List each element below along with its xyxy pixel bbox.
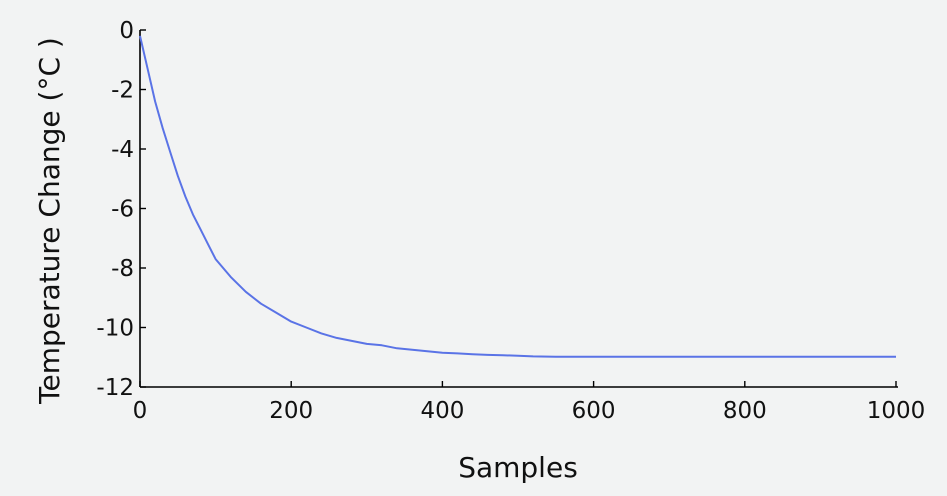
y-tick-label: -10 xyxy=(96,316,134,342)
x-axis-title: Samples xyxy=(458,451,578,484)
y-tick-label: 0 xyxy=(119,18,134,44)
y-tick-label: -4 xyxy=(111,137,134,163)
x-tick-label: 200 xyxy=(269,398,313,424)
y-tick-label: -2 xyxy=(111,78,134,104)
x-tick-label: 800 xyxy=(723,398,767,424)
x-axis-ticks: 0 200 400 600 800 1000 xyxy=(133,381,926,424)
x-tick-label: 0 xyxy=(133,398,148,424)
series-line-0 xyxy=(139,35,896,358)
y-tick-label: -8 xyxy=(111,256,134,282)
y-tick-label: -12 xyxy=(96,375,134,401)
x-tick-label: 600 xyxy=(572,398,616,424)
x-tick-label: 400 xyxy=(420,398,464,424)
y-tick-label: -6 xyxy=(111,197,134,223)
series-group xyxy=(139,35,896,358)
y-axis-title: Temperature Change (°C ) xyxy=(33,37,66,405)
y-axis-ticks: 0 -2 -4 -6 -8 -10 -12 xyxy=(96,18,146,401)
x-tick-label: 1000 xyxy=(867,398,926,424)
